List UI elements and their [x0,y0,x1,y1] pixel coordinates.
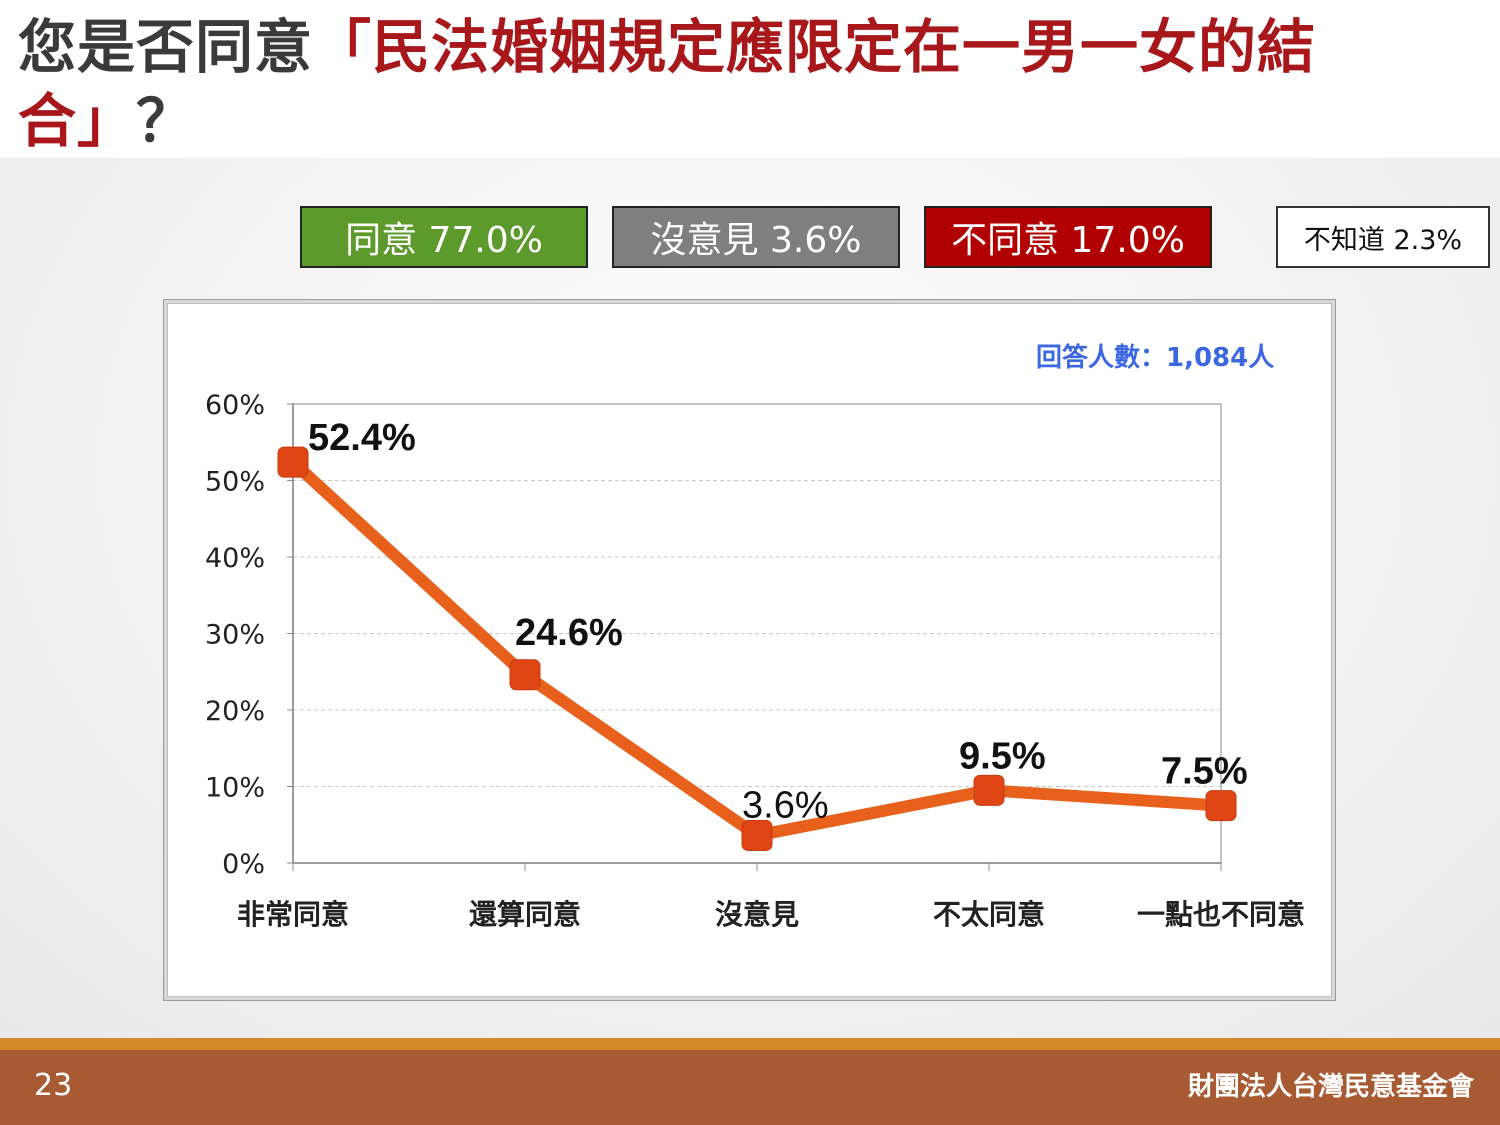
data-point-marker [741,819,773,851]
data-point-marker [509,659,541,691]
summary-dont-know-box: 不知道 2.3% [1276,206,1490,268]
data-label: 7.5% [1161,751,1248,793]
summary-agree-box: 同意 77.0% [300,206,588,268]
footer-bar [0,1050,1500,1125]
data-label: 24.6% [515,612,623,654]
x-category-label: 非常同意 [237,898,349,931]
page-number: 23 [34,1068,73,1103]
footer-accent-line [0,1038,1500,1050]
y-tick-label: 50% [205,467,265,498]
organization-name: 財團法人台灣民意基金會 [1187,1072,1474,1102]
summary-disagree-box: 不同意 17.0% [924,206,1212,268]
y-tick-label: 30% [205,620,265,651]
y-tick-label: 20% [205,696,265,727]
x-category-label: 沒意見 [715,898,799,931]
x-category-label: 不太同意 [933,898,1045,931]
chart-panel [163,299,1336,1001]
x-category-label: 一點也不同意 [1137,898,1305,931]
y-tick-label: 60% [205,390,265,421]
title-prefix: 您是否同意 [18,13,314,81]
data-point-marker [973,774,1005,806]
data-point-marker [1205,790,1237,822]
y-tick-label: 10% [205,773,265,804]
title-suffix: ？ [136,87,196,155]
data-point-marker [277,446,309,478]
page-title: 您是否同意「民法婚姻規定應限定在一男一女的結合」？ [18,10,1478,158]
summary-no-opinion-box: 沒意見 3.6% [612,206,900,268]
sample-size-label: 回答人數：1,084人 [1036,343,1275,373]
y-tick-label: 40% [205,543,265,574]
data-label: 52.4% [308,417,416,459]
data-label: 3.6% [742,784,829,826]
y-tick-label: 0% [222,849,265,880]
x-category-label: 還算同意 [469,898,581,931]
series-line [287,456,1227,842]
data-label: 9.5% [959,735,1046,777]
title-highlight: 「民法婚姻規定應限定在一男一女的結合」 [18,13,1317,155]
